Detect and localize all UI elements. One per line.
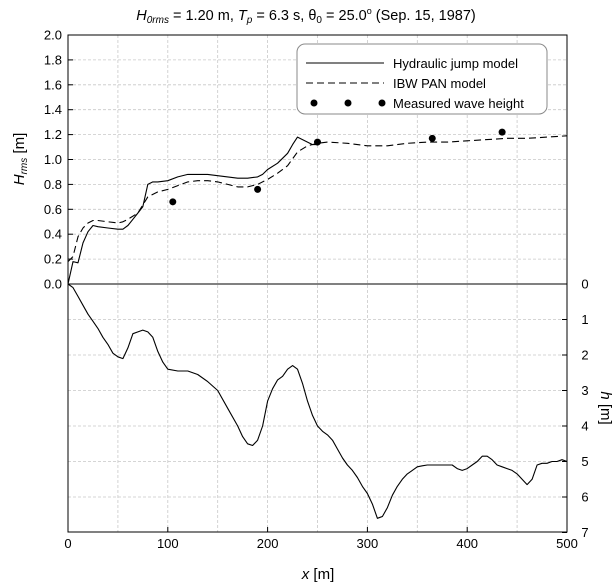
title-theta: θ	[308, 8, 316, 24]
top-y-axis-label: Hrms [m]	[11, 133, 30, 186]
top-y-tick-label: 1.8	[44, 52, 62, 67]
bottom-y-tick-label: 7	[581, 525, 588, 540]
x-tick-label: 300	[357, 536, 379, 551]
top-y-axis-label-var: H	[11, 174, 28, 185]
legend: Hydraulic jump model IBW PAN model Measu…	[296, 43, 548, 115]
bathymetry-line	[67, 283, 568, 519]
top-y-tick-label: 0.2	[44, 252, 62, 267]
bottom-y-tick-label: 4	[581, 419, 588, 434]
bottom-y-axis-label-var: h	[597, 391, 613, 399]
title-tp-sub: p	[246, 15, 253, 26]
legend-label-hydraulic: Hydraulic jump model	[393, 56, 518, 71]
top-y-tick-label: 1.4	[44, 102, 62, 117]
bottom-y-tick-label: 3	[581, 383, 588, 398]
top-y-tick-label: 1.6	[44, 77, 62, 92]
bottom-y-tick-label: 5	[581, 454, 588, 469]
title-tp: T	[238, 8, 248, 24]
title-part3: = 25.0	[322, 8, 367, 24]
measured-point	[254, 185, 262, 193]
legend-marker-measured-3	[378, 99, 386, 107]
top-y-tick-label: 2.0	[44, 28, 62, 43]
top-y-tick-label: 0.0	[44, 277, 62, 292]
measured-point	[428, 134, 436, 142]
x-tick-label: 0	[64, 536, 71, 551]
top-y-tick-label: 0.4	[44, 227, 62, 242]
top-y-tick-label: 0.8	[44, 177, 62, 192]
top-y-axis-label-unit: [m]	[11, 133, 28, 158]
x-axis-label-unit: [m]	[309, 566, 334, 583]
x-tick-label: 500	[556, 536, 578, 551]
title-prefix-sub: 0rms	[147, 15, 169, 26]
measured-point	[498, 128, 506, 136]
title-part1: = 1.20 m,	[169, 8, 238, 24]
x-axis-label-var: x	[301, 566, 310, 583]
legend-label-measured: Measured wave height	[393, 96, 524, 111]
bottom-y-tick-label: 2	[581, 348, 588, 363]
measured-point	[314, 138, 321, 146]
series-hydraulic-jump-line	[67, 136, 318, 285]
legend-label-ibw: IBW PAN model	[393, 76, 486, 91]
top-y-tick-label: 1.2	[44, 127, 62, 142]
bottom-y-axis-label-unit: [m]	[597, 400, 613, 425]
legend-marker-measured-1	[310, 99, 318, 107]
legend-box	[296, 43, 548, 115]
ticks-layer: 0 100 200 300 400 500 0.0 0.2 0.4 0.6 0.8 1.0 1.2 1.4…	[44, 28, 589, 552]
bottom-y-tick-label: 0	[581, 277, 588, 292]
title-part2: = 6.3 s,	[252, 8, 308, 24]
series-ibw-pan-line	[67, 135, 568, 262]
top-y-axis-label-sub: rms	[19, 158, 30, 175]
x-tick-label: 100	[157, 536, 179, 551]
bottom-y-tick-label: 1	[581, 312, 588, 327]
title-part4: (Sep. 15, 1987)	[372, 8, 476, 24]
title-deg: o	[367, 6, 372, 16]
x-axis-label: x [m]	[301, 566, 335, 583]
top-y-tick-label: 0.6	[44, 202, 62, 217]
series-layer	[67, 128, 568, 519]
measured-point	[169, 198, 177, 206]
top-y-tick-label: 1.0	[44, 152, 62, 167]
x-tick-label: 200	[257, 536, 279, 551]
bottom-y-tick-label: 6	[581, 490, 588, 505]
title-prefix: H	[136, 8, 147, 24]
bottom-y-axis-label: h [m]	[597, 391, 613, 424]
x-tick-label: 400	[456, 536, 478, 551]
legend-marker-measured-2	[344, 99, 352, 107]
title-theta-sub: 0	[316, 15, 322, 26]
chart-title: H0rms = 1.20 m, Tp = 6.3 s, θ0 = 25.0o (…	[136, 6, 476, 26]
